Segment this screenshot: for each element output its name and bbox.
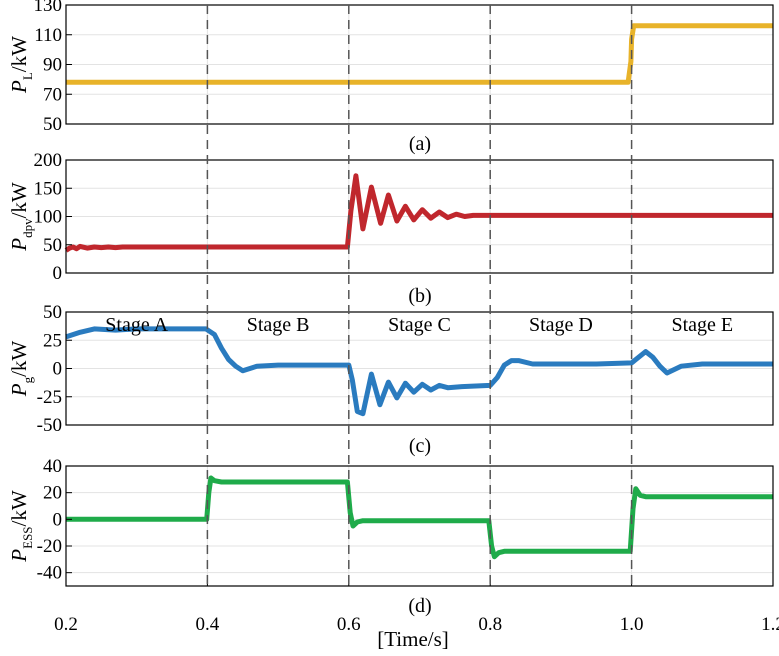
ytick-label-d-4: 40 (43, 456, 62, 477)
y-axis-label-b: Pdpv/kW (7, 182, 35, 252)
ytick-label-c-0: -50 (37, 415, 62, 436)
stage-label-1: Stage B (247, 314, 310, 336)
ytick-label-a-2: 90 (43, 55, 62, 76)
ytick-label-d-2: 0 (53, 509, 63, 530)
x-axis-label: [Time/s] (377, 627, 449, 651)
axes-frame-d (65, 465, 774, 587)
panel-caption-b: (b) (408, 285, 431, 307)
xtick-label-3: 0.8 (478, 614, 502, 635)
panel-c: -50 -25 0 25 50 Pg/kW (c) Stage A Stage B Stage C… (7, 302, 774, 457)
ytick-label-c-3: 25 (43, 330, 62, 351)
y-axis-label-main-c: P (7, 383, 31, 397)
y-axis-label-d: PESS/kW (7, 490, 35, 563)
ytick-label-b-3: 150 (34, 178, 63, 199)
series-line-c-0 (65, 326, 773, 417)
ytick-label-a-3: 110 (34, 25, 62, 46)
ytick-label-d-3: 20 (43, 483, 62, 504)
ytick-label-d-1: -20 (37, 536, 62, 557)
y-axis-label-unit-d: /kW (7, 490, 31, 526)
ytick-label-b-2: 100 (34, 207, 63, 228)
y-axis-label-main-a: P (7, 80, 31, 94)
ytick-label-d-0: -40 (37, 563, 62, 584)
ytick-label-b-1: 50 (43, 235, 62, 256)
panel-a: 50 70 90 110 130 PL/kW (a) (7, 0, 774, 155)
panel-d: -40 -20 0 20 40 PESS/kW (d) 0.2 0.4 0.6 0.8 1.0 1.2 (7, 456, 779, 635)
stage-label-3: Stage D (529, 314, 593, 336)
y-axis-label-sub-d: ESS (20, 526, 35, 548)
series-line-b-0 (64, 173, 773, 253)
ytick-label-c-4: 50 (43, 302, 62, 323)
ytick-label-a-0: 50 (43, 114, 62, 135)
panel-b: 0 50 100 150 200 Pdpv/kW (b) (7, 150, 774, 307)
y-axis-label-a: PL/kW (7, 36, 35, 94)
y-axis-label-main-d: P (7, 549, 31, 563)
xtick-label-4: 1.0 (620, 614, 644, 635)
ytick-label-c-1: -25 (37, 387, 62, 408)
stage-label-2: Stage C (388, 314, 451, 336)
xtick-label-5: 1.2 (761, 614, 779, 635)
y-axis-label-c: Pg/kW (7, 341, 35, 398)
stage-label-4: Stage E (671, 314, 733, 336)
panel-caption-a: (a) (409, 133, 431, 155)
stage-dividers (206, 5, 633, 586)
ytick-label-c-2: 0 (53, 359, 63, 380)
y-axis-label-unit-c: /kW (7, 341, 31, 377)
y-axis-label-sub-a: L (20, 72, 35, 80)
ytick-label-b-4: 200 (34, 150, 63, 171)
y-axis-label-sub-b: dpv (20, 218, 35, 238)
xtick-label-1: 0.4 (196, 614, 220, 635)
ytick-label-a-1: 70 (43, 84, 62, 105)
y-axis-label-main-b: P (7, 238, 31, 252)
ytick-label-a-4: 130 (34, 0, 63, 16)
y-axis-label-unit-a: /kW (7, 36, 31, 72)
xtick-label-0: 0.2 (54, 614, 78, 635)
y-axis-label-sub-c: g (20, 376, 35, 383)
panel-caption-c: (c) (409, 435, 431, 457)
ytick-label-b-0: 0 (53, 263, 63, 284)
stage-label-0: Stage A (105, 314, 168, 336)
series-line-d-0 (66, 475, 773, 560)
panel-caption-d: (d) (408, 595, 431, 617)
y-axis-label-unit-b: /kW (7, 182, 31, 218)
xtick-label-2: 0.6 (337, 614, 361, 635)
